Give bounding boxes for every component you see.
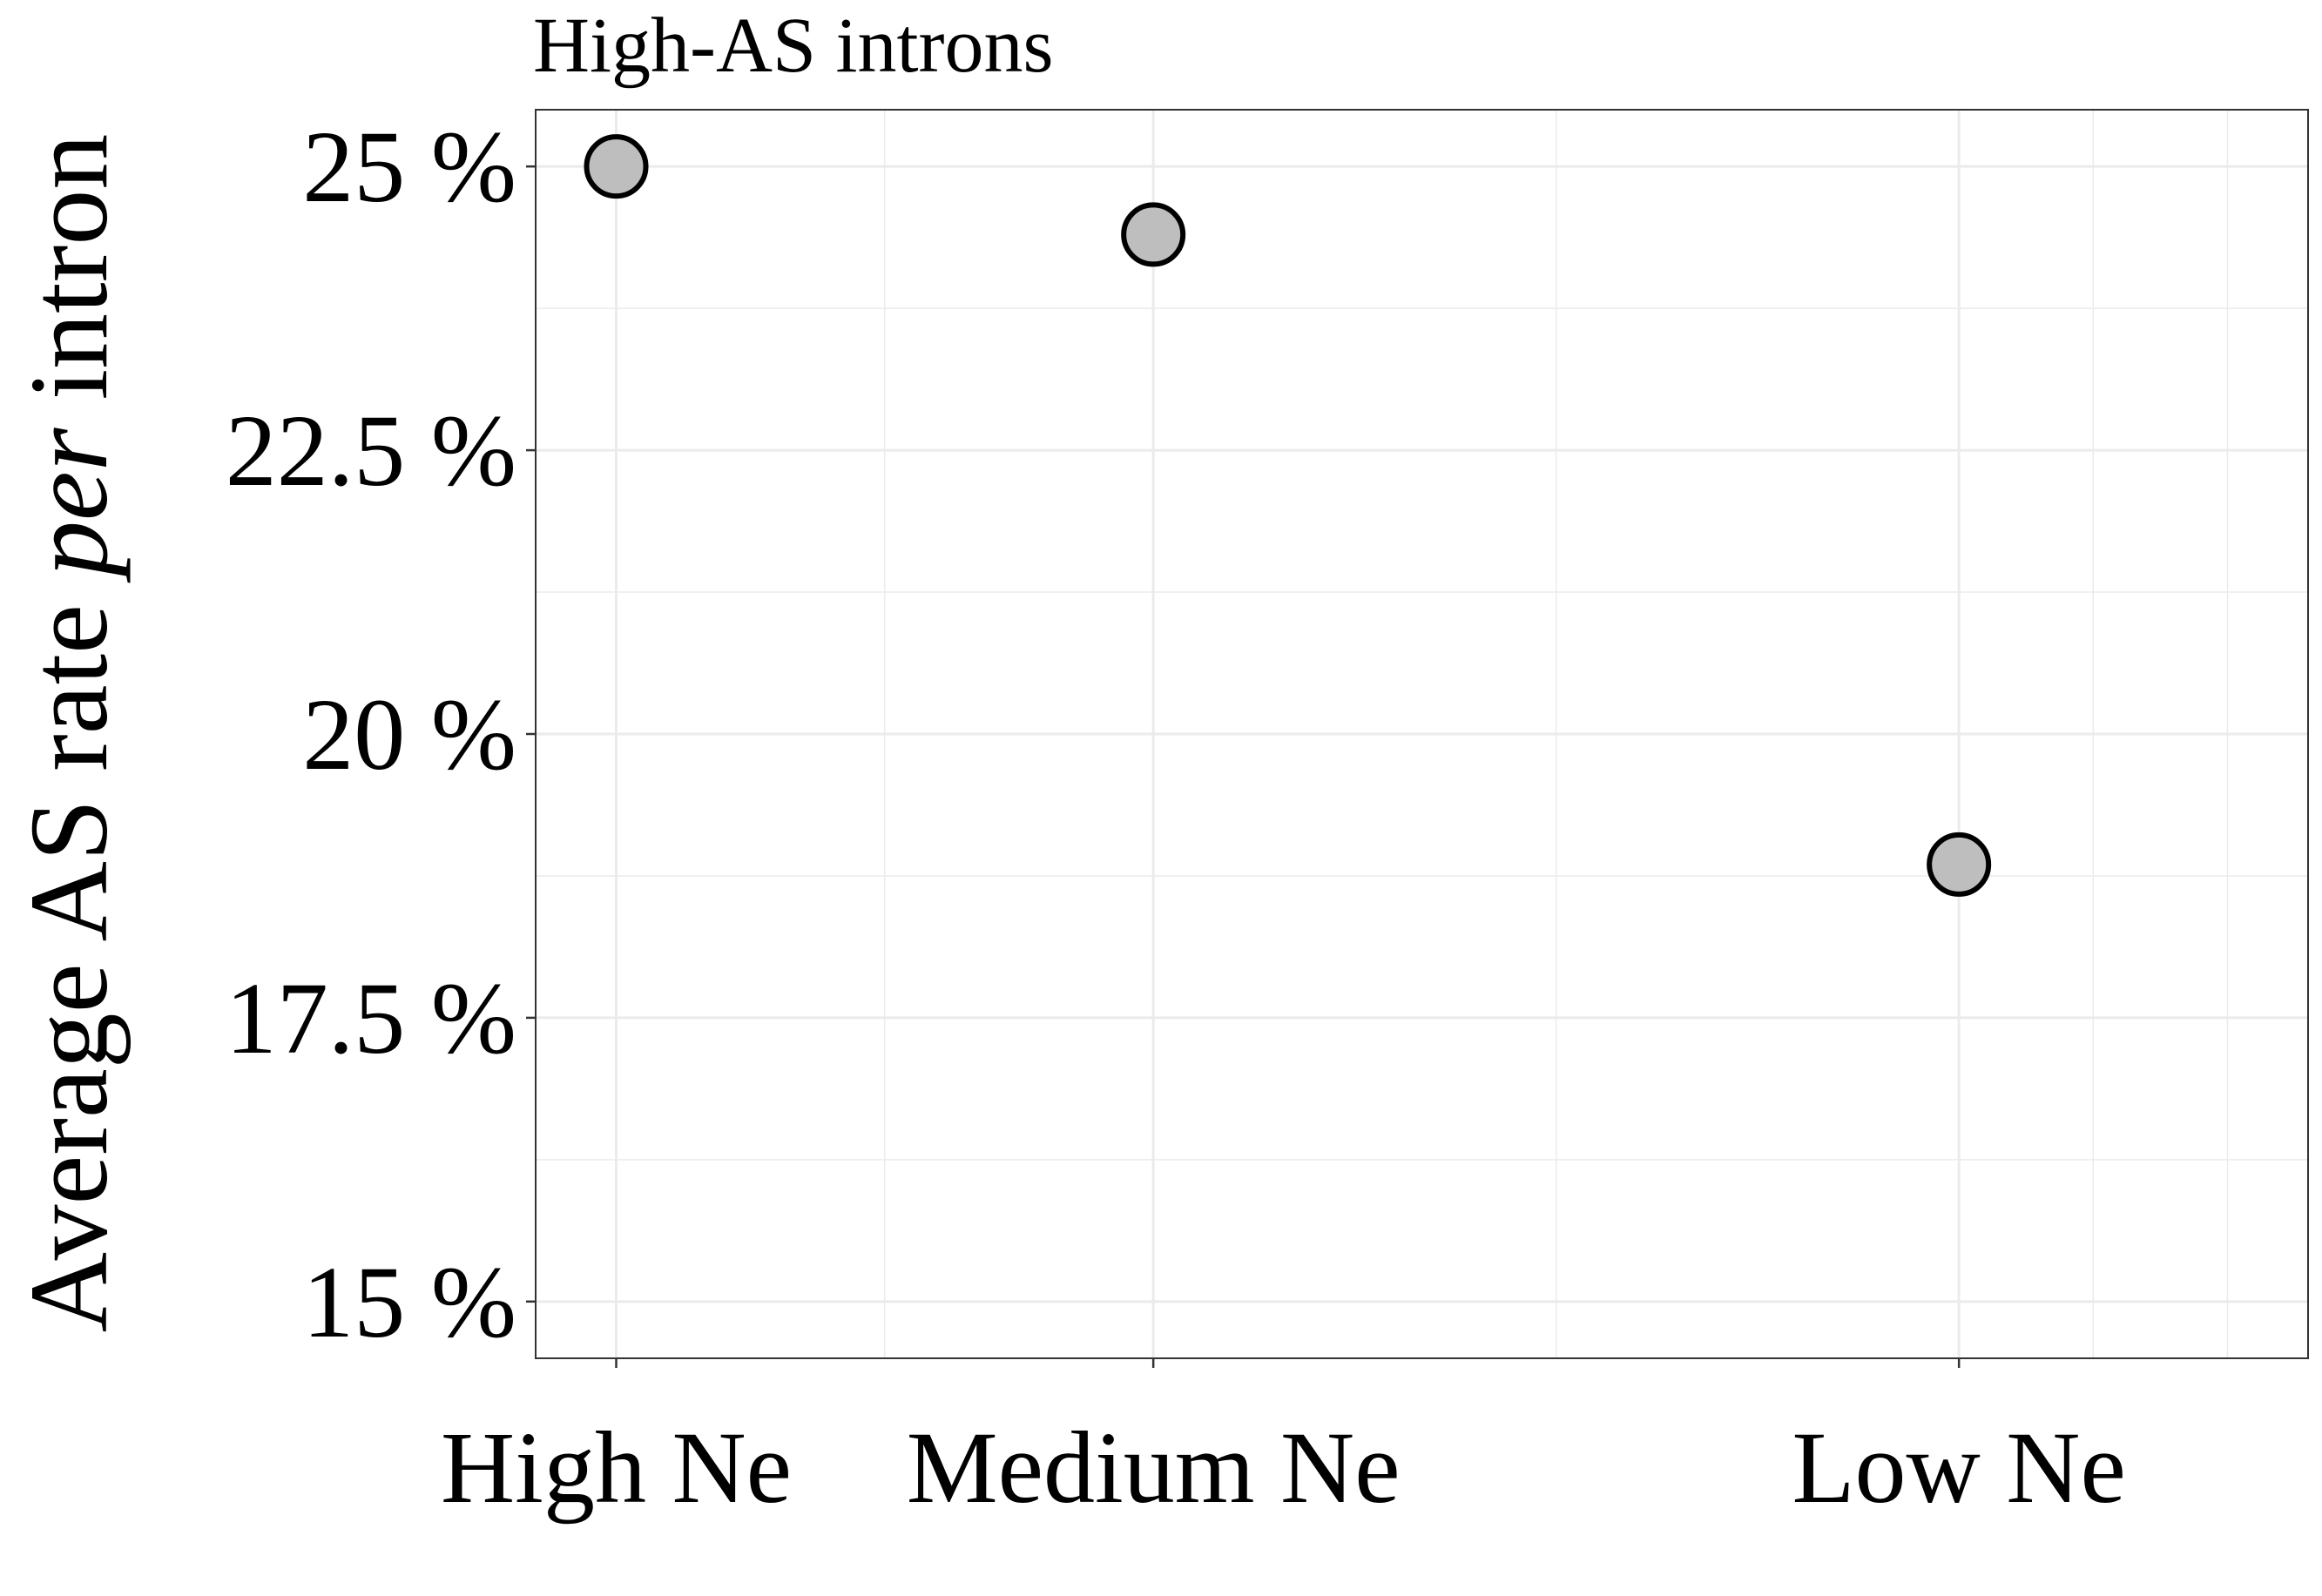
panel-border	[535, 109, 2309, 1359]
y-axis-label-prefix: Average AS rate	[7, 576, 131, 1332]
data-point	[1927, 832, 1992, 897]
chart-title: High-AS introns	[533, 3, 1054, 89]
y-tick-label: 15 %	[302, 1245, 516, 1359]
y-axis-label: Average AS rate per intron	[7, 134, 131, 1333]
x-tick-label: Low Ne	[1792, 1411, 2125, 1525]
major-gridlines	[536, 110, 2308, 1358]
data-point	[584, 134, 649, 199]
y-axis-label-suffix: intron	[7, 134, 131, 428]
data-points	[584, 134, 1992, 897]
data-point	[1121, 202, 1186, 267]
axis-ticks	[526, 165, 1961, 1368]
y-axis-label-italic: per	[7, 427, 131, 583]
y-tick-label: 25 %	[302, 110, 516, 224]
y-tick-label: 22.5 %	[226, 394, 516, 508]
y-tick-label: 17.5 %	[226, 961, 516, 1075]
x-tick-label: High Ne	[441, 1411, 792, 1525]
x-tick-labels: High Ne Medium Ne Low Ne	[441, 1411, 2126, 1525]
x-tick-label: Medium Ne	[907, 1411, 1401, 1525]
y-tick-label: 20 %	[302, 677, 516, 791]
y-tick-labels: 15 % 17.5 % 20 % 22.5 % 25 %	[226, 110, 516, 1359]
